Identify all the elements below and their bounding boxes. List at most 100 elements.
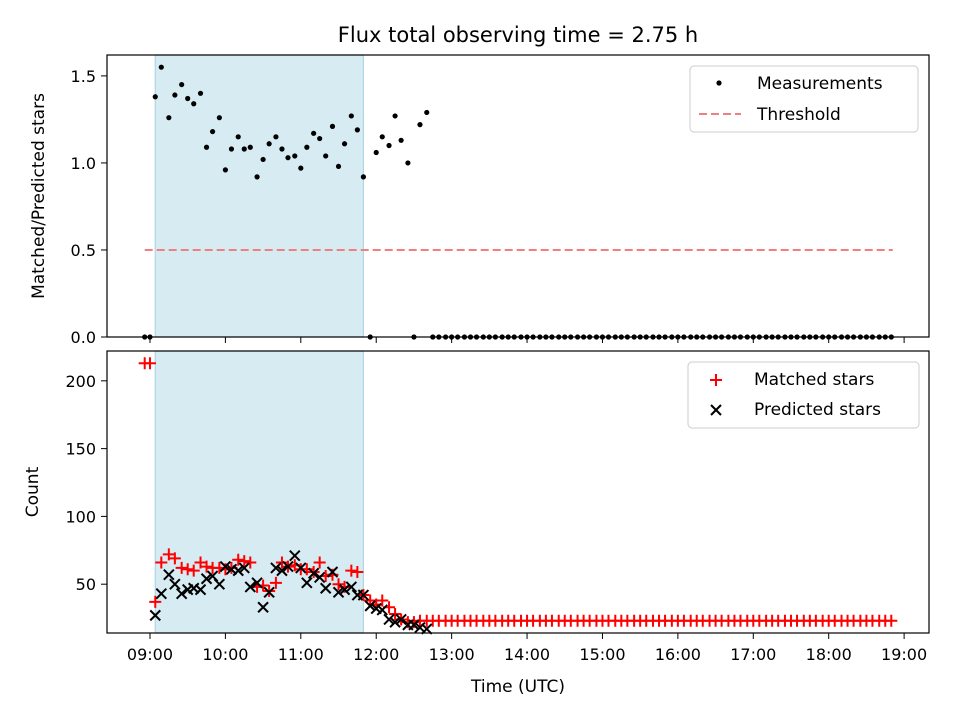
- predicted-star-point: [194, 583, 207, 596]
- predicted-star-point: [389, 616, 401, 628]
- x-tick-label: 10:00: [202, 645, 248, 664]
- measurement-point: [304, 144, 310, 150]
- predicted-star-point: [263, 586, 275, 599]
- y-tick-label: 0.5: [71, 241, 96, 260]
- measurement-point: [298, 165, 304, 171]
- measurement-point: [348, 113, 354, 119]
- predicted-star-point: [282, 560, 294, 573]
- measurement-point: [179, 81, 185, 88]
- matched-star-point: [885, 614, 898, 627]
- matched-star-point: [181, 563, 194, 576]
- measurement-point: [279, 146, 285, 152]
- predicted-star-point: [270, 562, 282, 574]
- measurement-point: [158, 64, 164, 70]
- bottom-legend: Matched stars Predicted stars: [687, 361, 920, 429]
- predicted-star-point: [301, 577, 313, 589]
- predicted-star-point: [307, 567, 320, 580]
- legend-measurement-marker: [716, 80, 722, 86]
- measurement-point: [317, 135, 323, 142]
- measurement-point: [405, 160, 411, 166]
- measurement-point: [360, 174, 367, 180]
- matched-star-point: [162, 548, 175, 561]
- matched-star-point: [364, 594, 377, 607]
- top-legend: Measurements Threshold: [689, 65, 919, 133]
- measurement-point: [354, 127, 360, 133]
- measurement-point: [311, 130, 317, 136]
- predicted-star-point: [149, 609, 161, 622]
- matched-star-point: [155, 556, 168, 569]
- bottom-y-axis-label: Count: [23, 466, 43, 517]
- matched-star-point: [175, 561, 188, 574]
- measurement-point: [166, 115, 172, 121]
- measurement-point: [203, 144, 210, 150]
- predicted-star-point: [232, 564, 244, 577]
- predicted-star-point: [357, 589, 370, 601]
- measurement-point: [235, 134, 241, 140]
- matched-star-point: [238, 555, 251, 568]
- predicted-star-point: [383, 613, 395, 626]
- y-tick-label: 200: [65, 372, 96, 391]
- matched-star-point: [332, 578, 345, 591]
- bottom-legend-box: [687, 361, 920, 429]
- predicted-star-point: [338, 583, 351, 596]
- legend-matched-label: Matched stars: [754, 370, 874, 390]
- y-tick-label: 0.0: [71, 328, 96, 347]
- measurement-point: [379, 134, 385, 140]
- predicted-star-point: [276, 564, 288, 577]
- predicted-star-point: [421, 623, 433, 635]
- measurement-point: [228, 146, 235, 152]
- predicted-star-point: [345, 581, 358, 593]
- x-axis-label: Time (UTC): [470, 677, 565, 697]
- observing-span-band: [154, 54, 365, 338]
- bottom-panel: 50 100 150 200 09:00 10:00 11:00 12:00 13:00 14:0…: [23, 350, 930, 697]
- matched-star-points: [138, 357, 898, 629]
- matched-star-point: [149, 595, 162, 608]
- x-tick-label: 13:00: [429, 645, 475, 664]
- matched-star-point: [187, 564, 200, 577]
- top-panel-ticks: 0.0 0.5 1.0 1.5: [71, 67, 905, 347]
- top-panel: 0.0 0.5 1.0 1.5 Matched/Predicted stars Mea…: [29, 54, 930, 347]
- measurement-point: [185, 95, 191, 102]
- measurement-point: [172, 92, 178, 98]
- x-tick-label: 16:00: [655, 645, 701, 664]
- predicted-star-points: [149, 550, 433, 635]
- measurement-point: [152, 94, 158, 100]
- measurement-point: [241, 146, 247, 152]
- chart-title: Flux total observing time = 2.75 h: [338, 23, 698, 47]
- predicted-star-point: [376, 604, 388, 616]
- predicted-star-point: [251, 577, 263, 589]
- x-tick-label: 19:00: [881, 645, 927, 664]
- matched-star-point: [313, 556, 326, 569]
- matched-star-point: [194, 556, 207, 569]
- predicted-star-point: [244, 581, 256, 593]
- y-tick-label: 1.0: [71, 154, 96, 173]
- predicted-star-point: [213, 578, 226, 590]
- y-tick-label: 50: [76, 575, 96, 594]
- predicted-star-point: [326, 566, 339, 578]
- measurement-point: [386, 142, 392, 149]
- measurement-point: [292, 153, 298, 159]
- measurement-point: [373, 149, 379, 156]
- measurement-point: [417, 122, 423, 128]
- predicted-star-point: [332, 586, 345, 599]
- predicted-star-point: [408, 619, 420, 631]
- predicted-star-point: [155, 587, 168, 600]
- predicted-star-point: [319, 582, 332, 594]
- measurement-point: [392, 113, 398, 119]
- bottom-panel-frame: [106, 350, 930, 634]
- matched-star-point: [376, 594, 389, 607]
- measurement-point: [329, 123, 336, 129]
- bottom-panel-ticks: 50 100 150 200 09:00 10:00 11:00 12:00 13:00 14:0…: [65, 372, 927, 664]
- legend-measurements-label: Measurements: [757, 74, 883, 94]
- measurement-point: [341, 141, 348, 147]
- predicted-star-point: [238, 562, 250, 574]
- predicted-star-point: [175, 587, 188, 600]
- matched-star-point: [168, 552, 181, 565]
- x-tick-label: 11:00: [278, 645, 324, 664]
- measurement-point: [285, 155, 291, 161]
- matched-star-point: [244, 556, 257, 569]
- matched-star-point: [269, 576, 282, 589]
- predicted-star-point: [163, 568, 175, 581]
- measurement-point: [209, 128, 216, 135]
